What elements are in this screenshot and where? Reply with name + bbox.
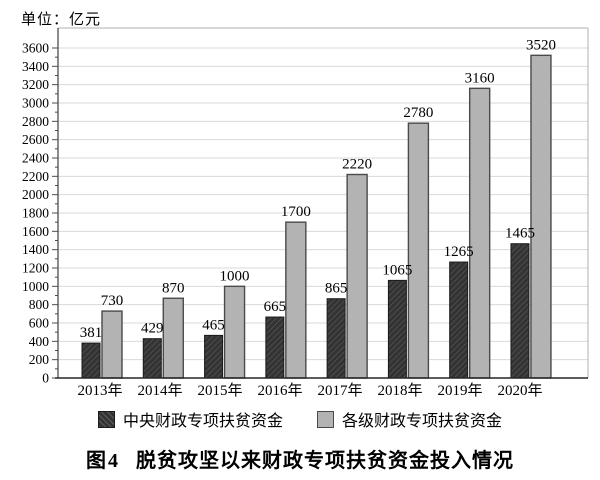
svg-text:600: 600 [29,316,50,331]
svg-text:381: 381 [80,325,103,341]
legend-label-central: 中央财政专项扶贫资金 [122,413,283,430]
svg-text:2014年: 2014年 [137,382,182,399]
svg-text:2800: 2800 [22,114,49,129]
svg-text:800: 800 [29,297,50,312]
svg-text:400: 400 [29,334,50,349]
figure-caption: 图4 脱贫攻坚以来财政专项扶贫资金投入情况 [0,444,600,473]
figure-number: 图4 [86,450,120,472]
svg-text:1465: 1465 [505,226,535,242]
svg-text:3520: 3520 [526,37,556,53]
svg-text:1200: 1200 [22,261,49,276]
svg-text:2018年: 2018年 [377,382,422,399]
bar-group-2018年: 1065 2780 2018年 [377,105,433,399]
bar-group-2016年: 665 1700 2016年 [257,204,310,399]
bar-group-2020年: 1465 3520 2020年 [497,37,555,399]
svg-text:465: 465 [202,317,225,333]
svg-text:2600: 2600 [22,132,49,147]
svg-text:2017年: 2017年 [317,382,362,399]
chart-legend: 中央财政专项扶贫资金 各级财政专项扶贫资金 [0,407,600,431]
svg-text:3000: 3000 [22,96,49,111]
svg-text:2780: 2780 [403,105,433,121]
bar-group-2017年: 865 2220 2017年 [317,157,372,400]
bar-chart-plot: 0 200 400 600 800 1000 1200 1400 1600 1800 2000 220… [22,27,589,400]
svg-text:1000: 1000 [22,279,49,294]
svg-text:730: 730 [101,293,124,309]
svg-text:3600: 3600 [22,41,49,56]
figure-title: 脱贫攻坚以来财政专项扶贫资金投入情况 [136,450,514,472]
svg-text:1265: 1265 [444,244,474,260]
svg-text:1600: 1600 [22,224,49,239]
unit-label: 单位：亿元 [21,12,102,28]
svg-text:3160: 3160 [465,70,495,86]
svg-text:2220: 2220 [342,157,372,173]
svg-text:2013年: 2013年 [77,382,122,399]
svg-text:0: 0 [42,371,49,386]
bar-group-2013年: 381 730 2013年 [77,293,123,399]
svg-text:2016年: 2016年 [257,382,302,399]
legend-item-central: 中央财政专项扶贫资金 [97,407,283,431]
svg-text:429: 429 [141,321,164,337]
svg-text:2200: 2200 [22,169,49,184]
svg-text:1800: 1800 [22,206,49,221]
svg-text:1400: 1400 [22,242,49,257]
svg-text:2400: 2400 [22,151,49,166]
legend-swatch-dark-hatch-icon [97,410,115,428]
bar-group-2019年: 1265 3160 2019年 [437,70,494,399]
svg-text:3200: 3200 [22,77,49,92]
svg-text:870: 870 [162,280,185,296]
svg-text:1700: 1700 [281,204,311,220]
svg-text:665: 665 [264,299,287,315]
bar-group-2014年: 429 870 2014年 [137,280,184,399]
svg-text:2020年: 2020年 [497,382,542,399]
svg-text:1000: 1000 [220,268,250,284]
svg-text:3400: 3400 [22,59,49,74]
legend-label-all-levels: 各级财政专项扶贫资金 [342,413,503,430]
legend-item-all-levels: 各级财政专项扶贫资金 [317,407,502,431]
bar-group-2015年: 465 1000 2015年 [197,268,249,399]
svg-text:865: 865 [325,281,348,297]
svg-text:2000: 2000 [22,187,49,202]
svg-text:1065: 1065 [382,262,412,278]
svg-text:2015年: 2015年 [197,382,242,399]
legend-swatch-light-gray-icon [317,410,334,428]
svg-text:2019年: 2019年 [437,382,482,399]
svg-text:200: 200 [29,352,50,367]
